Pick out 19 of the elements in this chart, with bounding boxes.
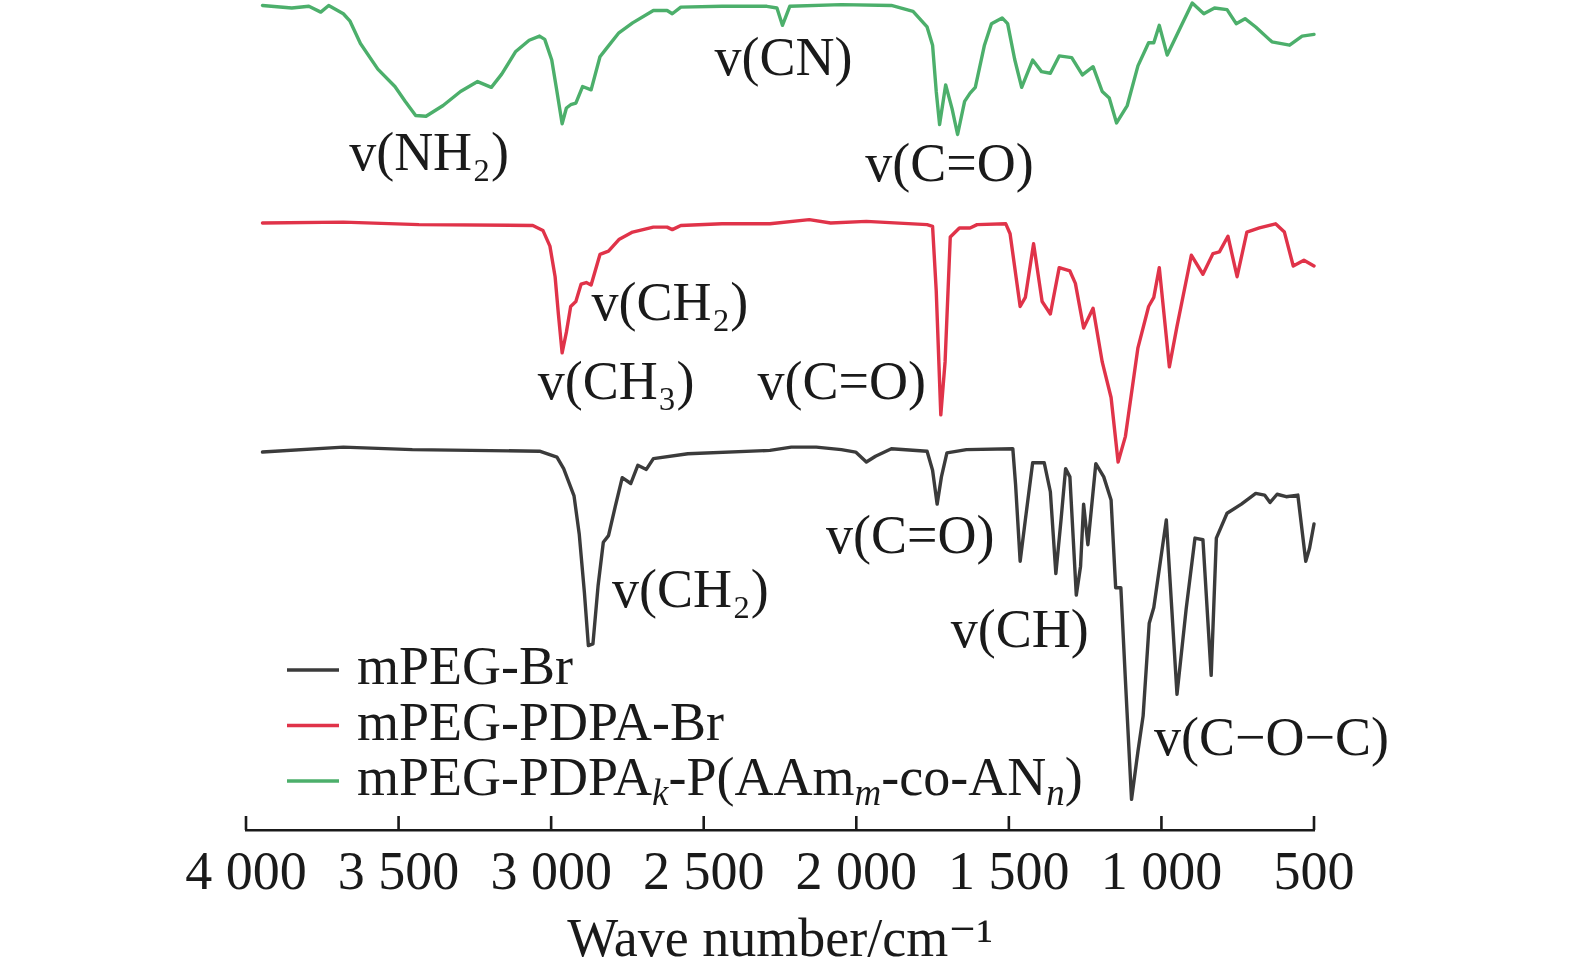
annotation: v(CH₃)	[537, 351, 695, 412]
annotation: v(C−O−C)	[1154, 706, 1389, 767]
annotation: v(CN)	[714, 26, 853, 87]
x-tick-label: 3 500	[337, 840, 460, 901]
x-tick-label: 3 000	[490, 840, 612, 901]
x-tick-label: 500	[1273, 840, 1355, 901]
x-tick-label: 1 000	[1100, 840, 1223, 901]
x-tick-label: 1 500	[948, 840, 1070, 901]
x-tick-label: 2 500	[642, 840, 765, 901]
annotation: v(CH₂)	[591, 271, 749, 332]
annotation: v(NH₂)	[349, 122, 509, 183]
x-tick-label: 4 000	[185, 840, 307, 901]
annotation: v(CH)	[950, 598, 1089, 659]
annotation: v(C=O)	[825, 505, 995, 566]
x-tick-label: 2 000	[795, 840, 918, 901]
annotation: v(CH₂)	[611, 558, 769, 619]
annotation: v(C=O)	[865, 132, 1034, 193]
x-axis-title: Wave number/cm⁻¹	[567, 907, 993, 968]
annotation: v(C=O)	[757, 351, 927, 412]
